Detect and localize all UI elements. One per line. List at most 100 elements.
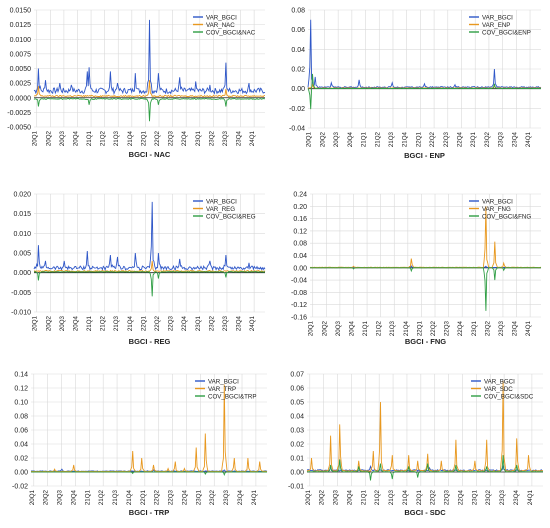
legend-label: VAR_SDC <box>484 386 513 393</box>
series-line-var-reg <box>33 260 266 273</box>
x-tick-label: 20Q4 <box>72 130 79 146</box>
x-tick-label: 23Q4 <box>513 489 520 505</box>
x-tick-label: 23Q1 <box>195 315 202 331</box>
x-tick-label: 21Q1 <box>86 315 93 331</box>
x-tick-label: 21Q2 <box>376 320 383 336</box>
x-tick-label: 20Q2 <box>321 320 328 336</box>
y-tick-label: 0.14 <box>14 372 28 379</box>
x-tick-label: 22Q4 <box>181 130 188 146</box>
series-line-cov-bgci-trp <box>31 471 268 477</box>
y-tick-label: 0.07 <box>290 372 304 379</box>
y-tick-label: 0.04 <box>293 253 307 260</box>
y-tick-label: 0.02 <box>14 456 28 463</box>
chart-title: BGCI - NAC <box>129 150 171 159</box>
x-tick-label: 22Q3 <box>168 315 175 331</box>
legend-label: VAR_TRP <box>208 386 236 393</box>
legend-label: VAR_BGCI <box>206 15 237 22</box>
y-tick-label: 0.03 <box>290 428 304 435</box>
y-tick-label: 0.0125 <box>10 22 32 29</box>
x-tick-label: 22Q1 <box>416 320 423 336</box>
y-tick-label: -0.08 <box>291 290 307 297</box>
x-tick-label: 23Q2 <box>484 320 491 336</box>
series-line-var-nac <box>33 80 265 98</box>
x-tick-label: 20Q3 <box>333 489 340 505</box>
y-tick-label: 0.04 <box>291 47 305 54</box>
y-tick-label: 0.08 <box>291 8 305 15</box>
x-tick-label: 20Q3 <box>57 489 64 505</box>
legend-label: VAR_BGCI <box>482 15 513 22</box>
series-line-cov-bgci-reg <box>34 271 266 297</box>
x-tick-label: 23Q3 <box>222 315 229 331</box>
legend-label: COV_BGCI&FNG <box>482 214 531 221</box>
x-tick-label: 20Q3 <box>335 320 342 336</box>
series-line-cov-bgci-sdc <box>306 455 544 481</box>
y-tick-label: 0.16 <box>293 216 307 223</box>
x-tick-label: 23Q4 <box>236 315 243 331</box>
series-line-cov-bgci-enp <box>307 73 541 110</box>
x-tick-label: 23Q2 <box>209 489 216 505</box>
y-tick-label: -0.16 <box>291 315 307 322</box>
chart-title: BGCI - REG <box>129 337 171 346</box>
x-tick-label: 23Q3 <box>499 489 506 505</box>
y-tick-label: 0.00 <box>291 86 305 93</box>
x-tick-label: 21Q3 <box>112 489 119 505</box>
chart-panel-4: 0.140.120.100.080.060.040.020.00-0.0220Q… <box>12 372 268 517</box>
x-tick-label: 21Q1 <box>362 320 369 336</box>
y-tick-label: 0.20 <box>293 204 307 211</box>
x-tick-label: 21Q2 <box>374 489 381 505</box>
x-tick-label: 22Q4 <box>457 320 464 336</box>
y-tick-label: -0.005 <box>11 290 31 297</box>
y-tick-label: -0.01 <box>288 484 304 491</box>
y-tick-label: -0.02 <box>289 106 305 113</box>
y-tick-label: 0.02 <box>290 442 304 449</box>
series-line-cov-bgci-fng <box>310 267 541 311</box>
x-tick-label: 21Q4 <box>126 489 133 505</box>
chart-panel-5: 0.070.060.050.040.030.020.010.00-0.0120Q… <box>288 372 544 517</box>
chart-panel-2: 0.0200.0150.0100.0050.000-0.005-0.01020Q… <box>11 192 266 346</box>
x-tick-label: 22Q1 <box>415 131 422 147</box>
x-tick-label: 21Q1 <box>86 130 93 146</box>
y-tick-label: 0.00 <box>293 265 307 272</box>
x-tick-label: 20Q2 <box>45 315 52 331</box>
x-tick-label: 21Q4 <box>127 130 134 146</box>
y-tick-label: -0.0050 <box>7 125 31 132</box>
x-tick-label: 23Q4 <box>237 489 244 505</box>
x-tick-label: 22Q1 <box>140 130 147 146</box>
x-tick-label: 22Q4 <box>457 489 464 505</box>
y-tick-label: 0.12 <box>14 386 28 393</box>
x-tick-label: 21Q3 <box>113 315 120 331</box>
series-line-var-bgci <box>33 201 266 272</box>
x-tick-label: 23Q4 <box>236 130 243 146</box>
x-tick-label: 21Q3 <box>389 320 396 336</box>
x-tick-label: 21Q2 <box>100 130 107 146</box>
y-tick-label: -0.02 <box>12 484 28 491</box>
legend-label: COV_BGCI&ENP <box>482 30 531 37</box>
y-tick-label: 0.005 <box>13 251 31 258</box>
chart-panel-3: 0.24 0.20 0.16 0.12 0.08 0.04 0.00 -0.04 -0.08 -0… <box>291 192 542 346</box>
x-tick-label: 21Q1 <box>361 131 368 147</box>
y-tick-label: 0.0050 <box>10 66 32 73</box>
x-tick-label: 23Q1 <box>195 489 202 505</box>
x-tick-label: 23Q1 <box>470 131 477 147</box>
x-tick-label: 20Q4 <box>348 320 355 336</box>
x-tick-label: 22Q4 <box>181 315 188 331</box>
x-tick-label: 22Q2 <box>430 489 437 505</box>
x-tick-label: 23Q2 <box>208 130 215 146</box>
y-tick-label: 0.10 <box>14 400 28 407</box>
y-tick-label: 0.01 <box>290 456 304 463</box>
x-tick-label: 22Q3 <box>443 131 450 147</box>
x-tick-label: 21Q4 <box>403 320 410 336</box>
y-tick-label: 0.0075 <box>10 51 32 58</box>
x-tick-label: 21Q1 <box>360 489 367 505</box>
legend-label: COV_BGCI&TRP <box>208 394 256 401</box>
x-tick-label: 21Q4 <box>402 489 409 505</box>
x-tick-label: 23Q1 <box>471 489 478 505</box>
x-tick-label: 23Q1 <box>195 130 202 146</box>
y-tick-label: 0.06 <box>291 27 305 34</box>
x-tick-label: 22Q3 <box>444 489 451 505</box>
x-tick-label: 20Q1 <box>308 320 315 336</box>
x-tick-label: 22Q2 <box>154 315 161 331</box>
y-tick-label: 0.020 <box>13 192 31 199</box>
x-tick-label: 21Q3 <box>388 489 395 505</box>
